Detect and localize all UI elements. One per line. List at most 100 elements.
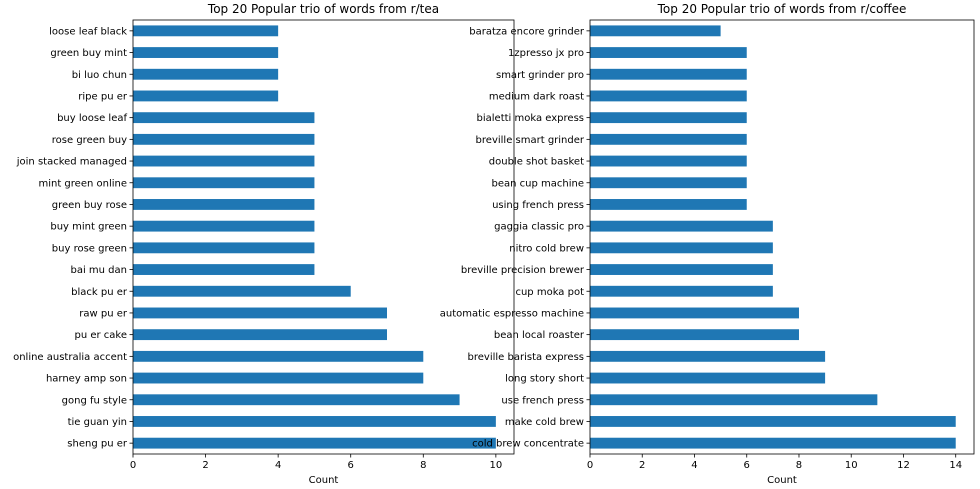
bar [133, 307, 387, 319]
bar [133, 112, 315, 124]
y-tick-label: buy rose green [52, 243, 127, 254]
bar [590, 25, 721, 37]
chart-1: Top 20 Popular trio of words from r/tea l… [13, 2, 515, 486]
bar [590, 177, 747, 189]
bar [590, 394, 878, 406]
y-tick-label: tie guan yin [68, 417, 127, 428]
bar [133, 25, 279, 37]
x-tick-label: 12 [897, 460, 910, 471]
y-tick-label: join stacked managed [16, 157, 127, 168]
bar [590, 220, 773, 232]
chart-2: Top 20 Popular trio of words from r/coff… [440, 2, 975, 486]
bar [590, 47, 747, 58]
chart-title: Top 20 Popular trio of words from r/tea [207, 2, 439, 16]
bar [133, 90, 279, 102]
x-tick-label: 4 [691, 460, 697, 471]
y-tick-label: bai mu dan [70, 265, 127, 276]
bar [133, 329, 387, 341]
y-tick-label: nitro cold brew [509, 243, 584, 254]
bar [133, 242, 315, 254]
bar [590, 329, 799, 341]
bar [133, 416, 496, 427]
x-tick-label: 0 [130, 460, 136, 471]
y-tick-label: double shot basket [489, 157, 584, 168]
y-tick-label: gong fu style [62, 395, 127, 406]
bar [133, 199, 315, 210]
bar [133, 133, 315, 145]
y-tick-label: breville precision brewer [461, 265, 585, 276]
x-tick-label: 10 [489, 460, 502, 471]
y-tick-label: gaggia classic pro [494, 222, 584, 233]
y-tick-label: mint green online [38, 178, 127, 189]
bar [590, 90, 747, 102]
bar [133, 350, 424, 362]
x-tick-label: 6 [744, 460, 750, 471]
y-tick-label: harney amp son [46, 374, 127, 385]
y-tick-label: buy mint green [50, 222, 127, 233]
bar [133, 177, 315, 189]
y-tick-label: bean local roaster [494, 330, 585, 341]
bar [133, 155, 315, 167]
y-tick-label: raw pu er [79, 308, 128, 319]
bar [133, 220, 315, 232]
bar [590, 68, 747, 80]
y-tick-label: bi luo chun [72, 70, 127, 81]
x-tick-label: 10 [845, 460, 858, 471]
y-tick-label: breville barista express [468, 352, 584, 363]
x-axis-label: Count [309, 475, 339, 486]
bar [590, 437, 956, 449]
bar [590, 285, 773, 297]
y-tick-label: 1zpresso jx pro [508, 48, 584, 59]
bar [590, 307, 799, 319]
axes-frame [132, 19, 515, 455]
y-tick-label: medium dark roast [489, 91, 584, 102]
x-tick-label: 2 [639, 460, 645, 471]
y-tick-label: black pu er [71, 287, 128, 298]
y-tick-label: using french press [492, 200, 584, 211]
y-tick-label: online australia accent [13, 352, 127, 363]
bar [590, 372, 826, 384]
y-tick-label: bean cup machine [492, 178, 584, 189]
bar [133, 285, 351, 297]
bar [590, 199, 747, 210]
bar [133, 437, 496, 449]
y-tick-label: baratza encore grinder [469, 26, 585, 37]
x-tick-label: 14 [949, 460, 962, 471]
bar [590, 112, 747, 124]
x-tick-label: 4 [275, 460, 281, 471]
bar [133, 372, 424, 384]
x-axis-label: Count [767, 475, 797, 486]
bar [590, 133, 747, 145]
bar [133, 264, 315, 275]
x-tick-label: 2 [202, 460, 208, 471]
chart-title: Top 20 Popular trio of words from r/coff… [657, 2, 907, 16]
bar [133, 68, 279, 80]
y-tick-label: pu er cake [74, 330, 127, 341]
y-tick-label: ripe pu er [78, 91, 128, 102]
axes-frame [589, 19, 975, 455]
y-tick-label: sheng pu er [67, 439, 128, 450]
y-tick-label: green buy rose [52, 200, 127, 211]
y-tick-label: buy loose leaf [57, 113, 127, 124]
y-tick-label: automatic espresso machine [440, 308, 584, 319]
y-tick-label: rose green buy [52, 135, 127, 146]
y-tick-label: bialetti moka express [477, 113, 584, 124]
y-tick-label: make cold brew [505, 417, 584, 428]
x-tick-label: 8 [420, 460, 426, 471]
bar [590, 242, 773, 254]
bar [133, 394, 460, 406]
x-tick-label: 0 [587, 460, 593, 471]
y-tick-label: loose leaf black [49, 26, 127, 37]
y-tick-label: smart grinder pro [496, 70, 584, 81]
y-tick-label: long story short [505, 374, 584, 385]
bar [590, 416, 956, 427]
y-tick-label: use french press [501, 395, 584, 406]
x-tick-label: 8 [796, 460, 802, 471]
y-tick-label: breville smart grinder [476, 135, 585, 146]
y-tick-label: cup moka pot [515, 287, 584, 298]
y-tick-label: green buy mint [50, 48, 127, 59]
y-tick-label: cold brew concentrate [472, 439, 584, 450]
bar [590, 155, 747, 167]
x-tick-label: 6 [348, 460, 354, 471]
